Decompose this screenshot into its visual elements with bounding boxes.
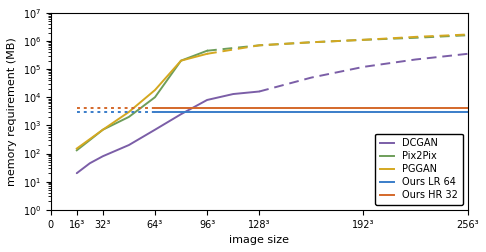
X-axis label: image size: image size [229,235,289,245]
Y-axis label: memory requirement (MB): memory requirement (MB) [7,37,17,186]
Legend: DCGAN, Pix2Pix, PGGAN, Ours LR 64, Ours HR 32: DCGAN, Pix2Pix, PGGAN, Ours LR 64, Ours … [375,134,463,205]
